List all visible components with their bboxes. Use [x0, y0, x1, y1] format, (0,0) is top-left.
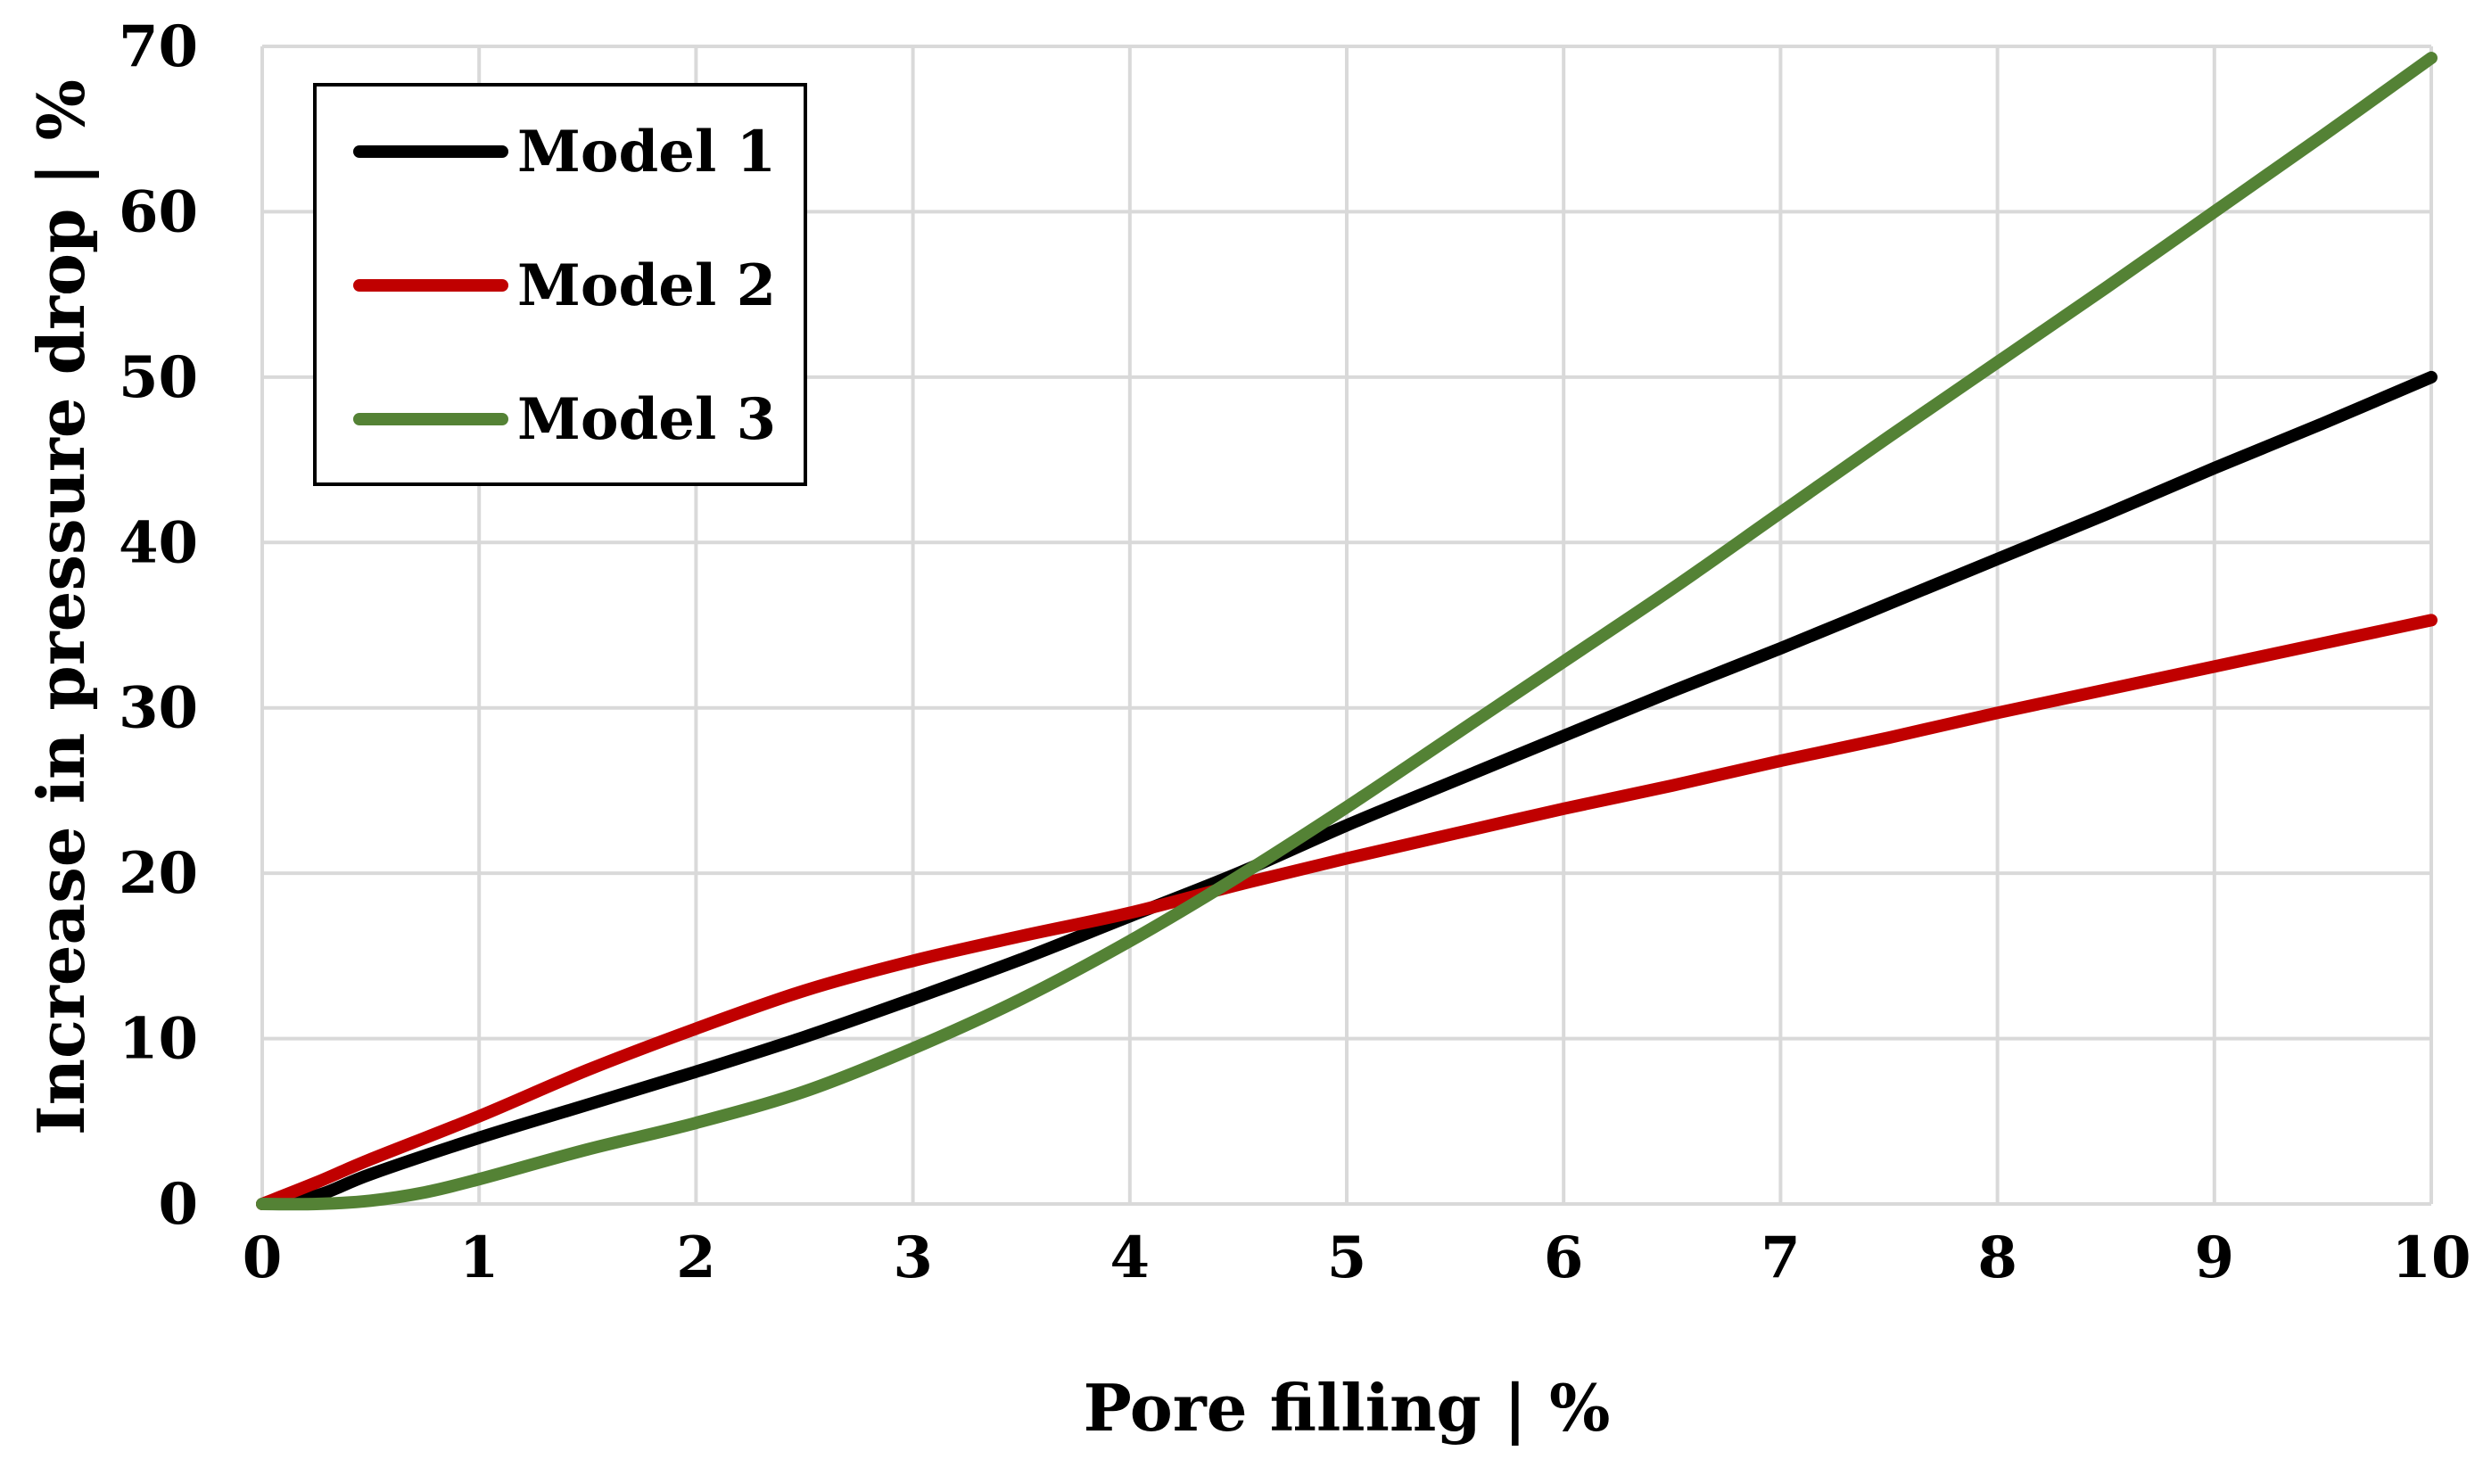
x-tick-label: 5 [1327, 1224, 1367, 1291]
y-tick-label: 60 [119, 178, 198, 245]
series-line-model-3 [256, 52, 2438, 1211]
y-tick-label: 40 [119, 509, 198, 576]
series-line-model-2 [256, 614, 2438, 1210]
legend-items: Model 1 Model 2 Model 3 [353, 119, 776, 453]
x-tick-label: 7 [1761, 1224, 1801, 1291]
x-tick-label: 4 [1110, 1224, 1151, 1291]
y-axis-tick-labels: 0 10 20 30 40 50 60 70 [119, 13, 198, 1238]
x-axis-tick-labels: 0 1 2 3 4 5 6 7 8 9 10 [243, 1224, 2471, 1291]
y-axis-title: Increase in pressure drop | % [23, 79, 99, 1135]
x-tick-label: 9 [2195, 1224, 2235, 1291]
x-tick-label: 0 [243, 1224, 283, 1291]
x-tick-label: 2 [676, 1224, 716, 1291]
x-tick-label: 1 [459, 1224, 499, 1291]
legend-label-model-1: Model 1 [517, 119, 776, 186]
y-tick-label: 20 [119, 840, 198, 907]
x-tick-label: 3 [893, 1224, 933, 1291]
y-tick-label: 50 [119, 344, 198, 411]
y-tick-label: 10 [119, 1006, 198, 1073]
legend-label-model-2: Model 2 [517, 252, 776, 319]
x-tick-label: 6 [1544, 1224, 1584, 1291]
y-tick-label: 70 [119, 13, 198, 80]
y-tick-label: 0 [158, 1171, 198, 1238]
x-tick-label: 8 [1977, 1224, 2017, 1291]
y-tick-label: 30 [119, 675, 198, 742]
series-line-model-1 [256, 370, 2438, 1210]
x-axis-title: Pore filling | % [1084, 1370, 1611, 1446]
x-tick-label: 10 [2391, 1224, 2471, 1291]
legend-label-model-3: Model 3 [517, 386, 776, 453]
series-lines [256, 52, 2438, 1211]
legend: Model 1 Model 2 Model 3 [313, 83, 807, 486]
